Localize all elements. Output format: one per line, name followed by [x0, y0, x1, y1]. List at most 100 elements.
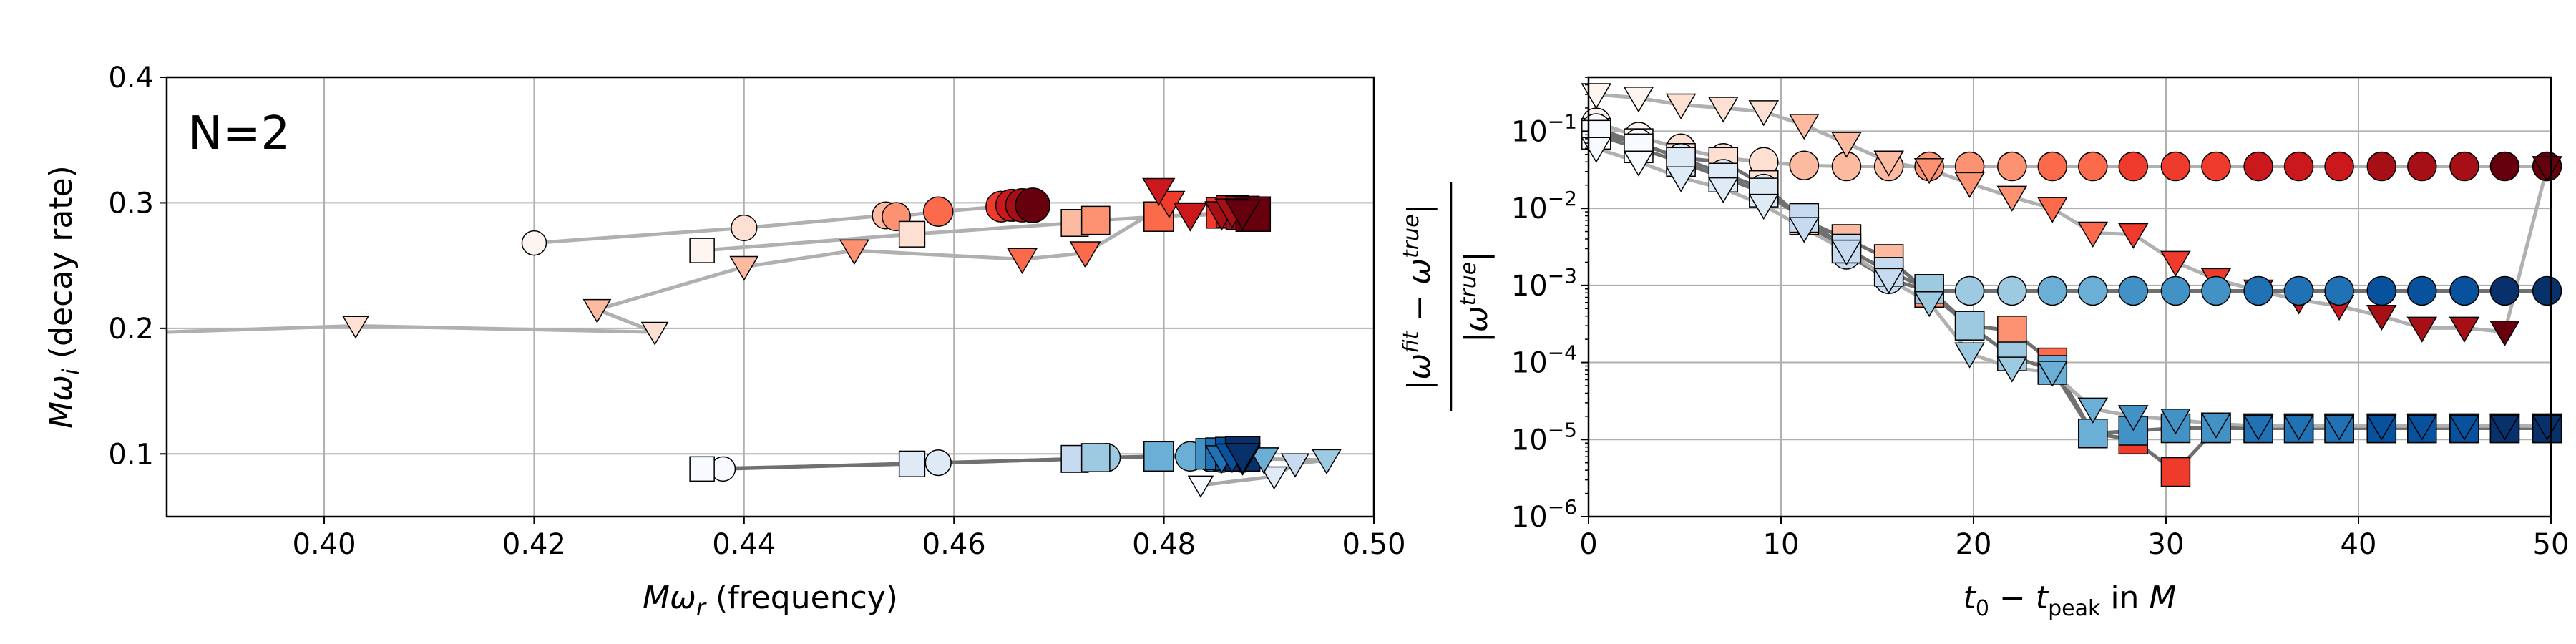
data-point — [1007, 248, 1038, 275]
data-point — [1748, 193, 1780, 220]
data-point — [2160, 275, 2191, 306]
data-point — [1248, 447, 1279, 474]
data-point — [1069, 241, 1101, 268]
series-line — [1595, 146, 2547, 428]
data-point — [2243, 275, 2273, 306]
left-x-axis-label: Mωr (frequency) — [643, 580, 898, 621]
data-point — [2489, 320, 2520, 347]
data-point — [1080, 205, 1111, 235]
data-point — [2366, 414, 2397, 441]
data-point — [1788, 217, 1820, 243]
data-point — [2449, 414, 2480, 441]
y-tick-label: 10−1 — [1511, 109, 1577, 148]
data-point — [2324, 151, 2354, 182]
data-point — [1173, 203, 1207, 232]
data-point — [2118, 275, 2149, 306]
x-tick-label: 0 — [1579, 528, 1597, 561]
data-point — [2449, 151, 2479, 182]
data-point — [2406, 414, 2438, 441]
data-point — [2532, 156, 2562, 182]
data-point — [640, 321, 669, 346]
data-point — [1280, 453, 1310, 478]
y-tick-label: 10−6 — [1511, 495, 1577, 534]
data-point — [2366, 151, 2397, 182]
data-point — [2160, 409, 2191, 435]
data-point — [2036, 361, 2068, 387]
x-tick-label: 20 — [1956, 528, 1992, 561]
x-tick-label: 0.42 — [502, 528, 566, 561]
data-point — [1789, 150, 1820, 180]
data-point — [2489, 275, 2520, 306]
data-point — [2243, 414, 2274, 441]
data-point — [2407, 275, 2437, 306]
data-point — [1873, 268, 1904, 294]
data-point — [898, 450, 926, 477]
right-y-axis-label: |ωfit − ωtrue| — [1399, 204, 1438, 391]
data-point — [2160, 250, 2191, 277]
data-point — [839, 239, 869, 265]
data-point — [2078, 275, 2108, 306]
data-point — [1080, 443, 1111, 472]
data-point — [1187, 475, 1214, 498]
data-point — [1997, 275, 2027, 306]
data-point — [2489, 151, 2520, 182]
data-point — [1997, 151, 2027, 182]
x-tick-label: 50 — [2533, 528, 2570, 561]
data-point — [2406, 316, 2438, 343]
data-point — [1623, 87, 1654, 113]
data-point — [1224, 443, 1261, 474]
data-point — [1312, 449, 1342, 475]
data-point — [1707, 97, 1739, 123]
right-axes-frame — [1587, 76, 2552, 518]
x-tick-label: 40 — [2341, 528, 2377, 561]
data-point — [1831, 132, 1862, 158]
data-point — [2078, 419, 2108, 449]
data-point — [2366, 275, 2397, 306]
data-point — [1788, 114, 1820, 140]
left-markers — [342, 177, 1342, 498]
data-point — [924, 449, 952, 477]
data-point — [2532, 414, 2562, 441]
data-point — [2118, 151, 2149, 182]
data-point — [2077, 397, 2109, 424]
data-point — [2283, 414, 2314, 441]
y-tick-label: 0.2 — [108, 313, 154, 346]
data-point — [2283, 151, 2314, 182]
data-point — [1954, 275, 1985, 306]
y-axis-denominator: |ωtrue| — [1456, 251, 1495, 343]
series-line — [1596, 92, 2550, 334]
data-point — [1665, 93, 1697, 119]
data-point — [2117, 223, 2149, 249]
y-tick-label: 10−3 — [1511, 264, 1577, 303]
y-tick-label: 10−5 — [1511, 418, 1577, 457]
right-x-axis-label: t0 − tpeak in M — [1963, 580, 2177, 621]
data-point — [2449, 275, 2479, 306]
data-point — [1954, 172, 1985, 198]
data-point — [2077, 221, 2109, 248]
data-point — [1873, 150, 1904, 177]
y-tick-label: 0.1 — [108, 438, 154, 471]
data-point — [731, 214, 758, 242]
left-axes-frame — [165, 76, 1375, 518]
y-tick-label: 0.4 — [108, 62, 154, 94]
data-point — [521, 230, 547, 256]
data-point — [2117, 405, 2149, 431]
right-ticks: 0 10 20 30 40 50 10−6 10−5 10−4 10−3 10−2 10−1 — [1511, 77, 2570, 561]
data-point — [2407, 151, 2437, 182]
series-line — [1595, 120, 2547, 169]
series-line — [534, 203, 1033, 245]
data-point — [2323, 414, 2355, 441]
data-point — [1665, 166, 1697, 192]
data-point — [1707, 177, 1739, 204]
data-point — [2324, 275, 2354, 306]
data-point — [1260, 466, 1288, 490]
data-point — [342, 316, 369, 339]
data-point — [2201, 151, 2231, 182]
data-point — [1831, 239, 1862, 266]
y-tick-label: 10−2 — [1511, 187, 1577, 225]
data-point — [1913, 157, 1945, 185]
data-point — [1142, 177, 1176, 207]
data-point — [2243, 151, 2273, 182]
data-point — [582, 298, 612, 323]
